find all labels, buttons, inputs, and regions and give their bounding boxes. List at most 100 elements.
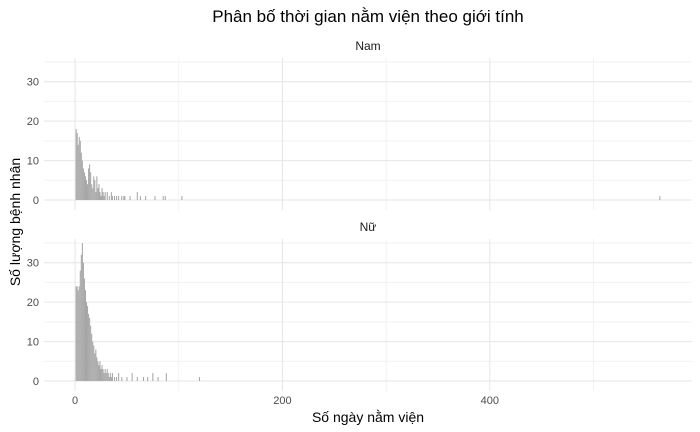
histogram-bar bbox=[162, 196, 164, 200]
histogram-bar bbox=[96, 176, 98, 200]
histogram-bar bbox=[92, 188, 94, 200]
histogram-bar bbox=[147, 377, 149, 381]
histogram-bar bbox=[110, 192, 112, 200]
histogram-bar bbox=[145, 196, 147, 200]
histogram-bar bbox=[181, 196, 183, 200]
histogram-bar bbox=[77, 144, 79, 200]
histogram-bar bbox=[136, 192, 138, 200]
histogram-bar bbox=[75, 286, 77, 381]
y-tick-label: 10 bbox=[27, 156, 39, 168]
histogram-bar bbox=[89, 164, 91, 200]
bar-series bbox=[75, 129, 661, 200]
histogram-bar bbox=[94, 353, 96, 381]
y-tick-label: 10 bbox=[27, 337, 39, 349]
y-tick-label: 20 bbox=[27, 116, 39, 128]
histogram-bar bbox=[82, 168, 84, 200]
histogram-bar bbox=[80, 254, 82, 381]
y-axis-title: Số lượng bệnh nhân bbox=[7, 158, 23, 286]
histogram-bar bbox=[111, 196, 113, 200]
histogram-bar bbox=[124, 196, 126, 200]
histogram-bar bbox=[199, 377, 201, 381]
histogram-bar bbox=[659, 196, 661, 200]
facet-panel-nu: Nữ 0 10 20 30 bbox=[27, 220, 692, 391]
y-tick-label: 30 bbox=[27, 77, 39, 89]
histogram-bar bbox=[95, 349, 97, 381]
histogram-bar bbox=[118, 196, 120, 200]
histogram-bar bbox=[91, 184, 93, 200]
histogram-bar bbox=[84, 176, 86, 200]
histogram-bar bbox=[87, 306, 89, 381]
histogram-bar bbox=[106, 369, 108, 381]
chart-title: Phân bố thời gian nằm viện theo giới tín… bbox=[212, 7, 524, 26]
histogram-bar bbox=[116, 196, 118, 200]
histogram-bar bbox=[165, 373, 167, 381]
histogram-bar bbox=[104, 192, 106, 200]
histogram-bar bbox=[88, 313, 90, 381]
histogram-bar bbox=[105, 373, 107, 381]
histogram-bar bbox=[84, 290, 86, 381]
histogram-bar bbox=[164, 196, 166, 200]
histogram-bar bbox=[143, 377, 145, 381]
histogram-bar bbox=[92, 341, 94, 381]
facet-panel-nam: Nam 0 10 20 30 bbox=[27, 39, 692, 210]
histogram-bar bbox=[96, 357, 98, 381]
histogram-bar bbox=[103, 373, 105, 381]
histogram-bar bbox=[131, 373, 133, 381]
histogram-bar bbox=[97, 188, 99, 200]
bar-series bbox=[75, 243, 201, 381]
histogram-bar bbox=[101, 365, 103, 381]
gridlines bbox=[44, 58, 692, 210]
histogram-bar bbox=[154, 196, 156, 200]
y-axis-ticks: 0 10 20 30 bbox=[27, 258, 39, 388]
histogram-bar bbox=[82, 262, 84, 381]
y-tick-label: 0 bbox=[33, 376, 39, 388]
histogram-bar bbox=[98, 365, 100, 381]
histogram-bar bbox=[103, 196, 105, 200]
histogram-bar bbox=[89, 317, 91, 381]
facet-strip-label: Nữ bbox=[360, 220, 377, 234]
histogram-bar bbox=[77, 290, 79, 381]
histogram-bar bbox=[136, 377, 138, 381]
histogram-bar bbox=[113, 377, 116, 381]
histogram-bar bbox=[88, 168, 90, 200]
histogram-bar bbox=[83, 172, 85, 200]
histogram-bar bbox=[81, 160, 83, 200]
histogram-bar bbox=[118, 373, 120, 381]
histogram-bar bbox=[80, 152, 82, 200]
histogram-bar bbox=[152, 373, 154, 381]
histogram-bar bbox=[157, 377, 159, 381]
histogram-bar bbox=[106, 192, 108, 200]
histogram-bar bbox=[78, 136, 80, 200]
histogram-bar bbox=[99, 361, 101, 381]
histogram-bar bbox=[93, 176, 95, 200]
histogram-bar bbox=[111, 373, 113, 381]
histogram-bar bbox=[109, 373, 111, 381]
histogram-bar bbox=[126, 377, 128, 381]
histogram-bar bbox=[110, 377, 112, 381]
histogram-bar bbox=[107, 373, 109, 381]
histogram-bar bbox=[104, 369, 106, 381]
histogram-bar bbox=[93, 345, 95, 381]
histogram-bar bbox=[121, 196, 123, 200]
y-tick-label: 0 bbox=[33, 195, 39, 207]
histogram-bar bbox=[99, 192, 101, 200]
histogram-bar bbox=[102, 192, 104, 200]
gridlines bbox=[44, 239, 692, 391]
histogram-bar bbox=[79, 270, 81, 381]
histogram-bar bbox=[97, 361, 99, 381]
histogram-bar bbox=[85, 180, 88, 200]
x-axis-ticks: 0 200 400 bbox=[72, 395, 499, 407]
histogram-bar bbox=[108, 196, 110, 200]
histogram-bar bbox=[91, 333, 93, 381]
histogram-bar bbox=[76, 132, 78, 200]
facet-strip-label: Nam bbox=[355, 39, 380, 53]
histogram-bar bbox=[101, 188, 103, 200]
histogram-bar bbox=[90, 172, 92, 200]
x-tick-label: 0 bbox=[72, 395, 78, 407]
histogram-bar bbox=[90, 325, 92, 381]
histogram-bar bbox=[100, 196, 102, 200]
histogram-bar bbox=[95, 192, 97, 200]
y-axis-ticks: 0 10 20 30 bbox=[27, 77, 39, 207]
